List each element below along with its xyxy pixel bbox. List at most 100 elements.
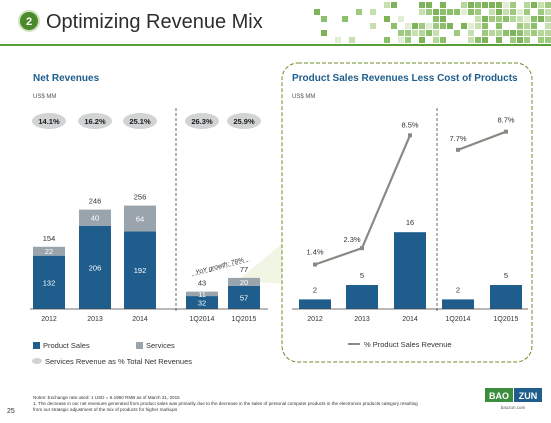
services-pct-pill [123, 113, 157, 129]
bar-value-label: 5 [504, 271, 508, 280]
bar-value-label: 2 [456, 285, 460, 294]
mosaic-tile [468, 2, 474, 8]
mosaic-tile [433, 9, 439, 15]
mosaic-tile [440, 23, 446, 29]
x-tick-label: 2013 [87, 316, 103, 323]
mosaic-tile [405, 30, 411, 36]
services-pct-label: 16.2% [84, 117, 106, 126]
mosaic-tile [405, 37, 411, 43]
left-chart-title: Net Revenues [33, 73, 100, 84]
mosaic-tile [503, 30, 509, 36]
services-pct-pill [78, 113, 112, 129]
legend-label-product: Product Sales [43, 341, 90, 350]
mosaic-tile [503, 2, 509, 8]
mosaic-tile [496, 37, 502, 43]
mosaic-tile [419, 2, 425, 8]
services-pct-label: 26.3% [191, 117, 213, 126]
services-pct-pill [227, 113, 261, 129]
mosaic-tile [426, 2, 432, 8]
baozun-logo: BAO ZUN baozun.com [485, 388, 542, 410]
mosaic-tile [356, 9, 362, 15]
mosaic-tile [482, 37, 488, 43]
bar-label-product: 192 [134, 266, 147, 275]
bar-total-label: 154 [43, 234, 56, 243]
pct-label: 8.7% [497, 116, 514, 125]
mosaic-tile [503, 9, 509, 15]
mosaic-tile [489, 9, 495, 15]
mosaic-tile [531, 16, 537, 22]
right-panel [281, 62, 533, 363]
mosaic-tile [475, 2, 481, 8]
mosaic-tile [496, 2, 502, 8]
bar-product-sales [228, 285, 260, 309]
header-band [0, 0, 551, 46]
bar-services [33, 246, 65, 256]
mosaic-tile [468, 9, 474, 15]
bar-value-label: 5 [360, 271, 364, 280]
mosaic-tile [517, 16, 523, 22]
mosaic-tile [538, 2, 544, 8]
mosaic-tile [440, 16, 446, 22]
mosaic-tile [531, 30, 537, 36]
mosaic-tile [475, 16, 481, 22]
services-pct-pills: 14.1% 16.2% 25.1% 26.3% 25.9% [32, 113, 261, 129]
pct-point [456, 147, 460, 152]
mosaic-tile [447, 23, 453, 29]
mosaic-tile [461, 23, 467, 29]
mosaic-tile [433, 23, 439, 29]
services-pct-pill [32, 113, 66, 129]
mosaic-tile [391, 23, 397, 29]
bar-product-sales [79, 225, 111, 309]
mosaic-tile [545, 23, 551, 29]
x-tick-label: 2012 [307, 316, 323, 323]
mosaic-tile [412, 23, 418, 29]
mosaic-tile [489, 2, 495, 8]
services-pct-label: 14.1% [38, 117, 60, 126]
bar-label-product: 206 [89, 263, 102, 272]
mosaic-tile [531, 23, 537, 29]
mosaic-tile [538, 37, 544, 43]
bar-total-label: 256 [134, 193, 147, 202]
x-tick-label: 1Q2015 [232, 316, 257, 323]
mosaic-tile [524, 30, 530, 36]
x-tick-label: 2013 [354, 316, 370, 323]
mosaic-tile [447, 9, 453, 15]
mosaic-tile [510, 37, 516, 43]
yoy-growth-label: YoY growth: 78% [195, 257, 245, 277]
bar-label-product: 132 [43, 278, 56, 287]
bar-gross-profit [394, 232, 426, 309]
slide-number-badge: 2 [18, 10, 40, 32]
mosaic-tile [510, 9, 516, 15]
mosaic-tile [496, 9, 502, 15]
mosaic-tile [321, 16, 327, 22]
notes-line-1: Notes: Exchange rate used: 1 USD = 6.199… [33, 395, 180, 400]
right-x-axis: 2012 2013 2014 1Q2014 1Q2015 [292, 308, 528, 323]
bar-label-services: 40 [91, 214, 99, 223]
bar-services [228, 277, 260, 286]
bar-product-sales [33, 255, 65, 309]
mosaic-tile [524, 2, 530, 8]
bar-services [79, 209, 111, 226]
mosaic-tile [391, 2, 397, 8]
mosaic-tile [531, 2, 537, 8]
mosaic-tile [517, 30, 523, 36]
mosaic-tile [433, 30, 439, 36]
bar-product-sales [124, 231, 156, 309]
notes-line-3: from our strategic adjustment of the mix… [33, 407, 178, 412]
x-tick-label: 1Q2014 [190, 316, 215, 323]
mosaic-tile [524, 37, 530, 43]
right-line-series: 1.4% 2.3% 8.5% 7.7% 8.7% [306, 116, 515, 267]
mosaic-tile [545, 9, 551, 15]
mosaic-tile [510, 30, 516, 36]
x-tick-label: 1Q2015 [494, 316, 519, 323]
mosaic-tile [538, 9, 544, 15]
mosaic-tile [419, 23, 425, 29]
mosaic-tile [419, 37, 425, 43]
mosaic-tile [475, 37, 481, 43]
bar-services [186, 291, 218, 297]
mosaic-tile [426, 30, 432, 36]
legend-swatch-services [136, 342, 143, 349]
mosaic-tile [489, 16, 495, 22]
